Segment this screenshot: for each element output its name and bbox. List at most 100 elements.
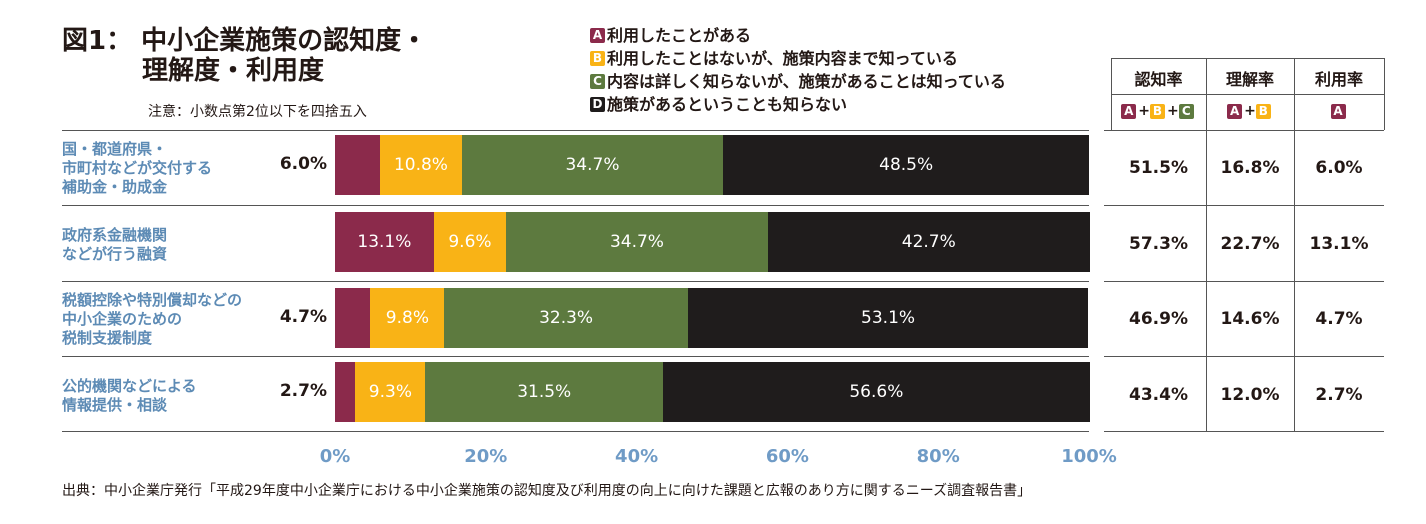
data-label: 56.6%	[849, 382, 904, 402]
table-rule	[1294, 130, 1295, 431]
category-label: 政府系金融機関 などが行う融資	[62, 226, 167, 264]
category-label-line: 国・都道府県・	[62, 140, 168, 158]
legend-item-c: C 内容は詳しく知らないが、施策があることは知っている	[590, 70, 1006, 93]
legend-label: 施策があるということも知らない	[607, 95, 848, 114]
table-cell: 12.0%	[1220, 384, 1280, 405]
legend-badge-a: A	[1330, 103, 1346, 119]
table-rule	[1384, 58, 1385, 130]
category-label-line: 中小企業のための	[62, 310, 183, 328]
legend-badge-b: B	[590, 51, 605, 66]
bar-segment-b: 9.6%	[433, 212, 507, 272]
category-label-line: 政府系金融機関	[62, 225, 168, 244]
data-label-outside: 6.0%	[279, 154, 327, 174]
bar-segment-c: 34.7%	[506, 212, 768, 272]
data-label-outside: 2.7%	[279, 381, 327, 401]
table-cell: 46.9%	[1129, 308, 1188, 329]
legend: A 利用したことがある B 利用したことはないが、施策内容まで知っている C 内容は詳しく…	[590, 24, 1006, 116]
title-line-2: 理解度・利用度	[142, 56, 325, 86]
table-formula: A + B	[1206, 102, 1294, 120]
table-rule	[1111, 94, 1384, 95]
legend-badge-d: D	[590, 97, 605, 112]
table-header: 認知率	[1134, 70, 1183, 89]
table-cell: 2.7%	[1315, 384, 1363, 405]
table-cell: 6.0%	[1315, 157, 1363, 178]
data-label: 31.5%	[517, 382, 572, 402]
table-cell: 51.5%	[1129, 157, 1188, 178]
legend-item-d: D 施策があるということも知らない	[590, 93, 1006, 116]
bar-segment-d: 56.6%	[662, 362, 1090, 422]
legend-badge-c: C	[590, 74, 605, 89]
x-tick-label: 40%	[615, 446, 659, 467]
bar-segment-d: 53.1%	[687, 288, 1089, 348]
category-label: 税額控除や特別償却などの 中小企業のための 税制支援制度	[62, 291, 242, 348]
legend-badge-a: A	[1121, 103, 1137, 119]
row-divider	[62, 130, 1089, 131]
legend-badge-c: C	[1178, 103, 1194, 119]
table-cell: 43.4%	[1129, 384, 1188, 405]
row-divider	[62, 431, 1089, 432]
table-rule	[1104, 130, 1384, 131]
x-tick-label: 80%	[916, 446, 960, 467]
data-label: 34.7%	[609, 232, 664, 252]
bar-segment-a	[335, 288, 371, 348]
data-label-outside: 4.7%	[279, 307, 327, 327]
data-label: 34.7%	[565, 155, 620, 175]
table-rule	[1111, 58, 1384, 59]
table-header: 理解率	[1225, 70, 1274, 89]
category-label-line: 税制支援制度	[62, 329, 153, 347]
x-tick-label: 60%	[765, 446, 809, 467]
table-cell: 22.7%	[1220, 233, 1280, 254]
x-tick-label: 0%	[319, 446, 351, 467]
table-rule	[1104, 281, 1384, 282]
table-header: 利用率	[1314, 70, 1363, 89]
bar-segment-b: 9.8%	[370, 288, 445, 348]
legend-badge-b: B	[1150, 103, 1165, 119]
legend-item-a: A 利用したことがある	[590, 24, 1006, 47]
data-label: 9.8%	[385, 308, 429, 328]
table-rule	[1104, 205, 1384, 206]
table-cell: 57.3%	[1129, 233, 1188, 254]
data-label: 9.6%	[448, 232, 492, 252]
table-rule	[1206, 58, 1207, 130]
bar-segment-d: 48.5%	[723, 135, 1089, 195]
legend-item-b: B 利用したことはないが、施策内容まで知っている	[590, 47, 1006, 70]
table-rule	[1111, 58, 1112, 130]
category-label-line: 税額控除や特別償却などの	[62, 291, 243, 309]
bar-segment-c: 31.5%	[425, 362, 663, 422]
legend-label: 利用したことがある	[607, 26, 752, 45]
bar-segment-a: 13.1%	[335, 212, 434, 272]
data-label: 9.3%	[368, 382, 412, 402]
table-cell: 13.1%	[1309, 233, 1369, 254]
plus-sign: +	[1138, 103, 1150, 119]
title-line-1: 図1： 中小企業施策の認知度・	[62, 26, 428, 56]
table-rule	[1206, 130, 1207, 431]
category-label: 公的機関などによる 情報提供・相談	[62, 377, 197, 415]
data-label: 48.5%	[879, 155, 934, 175]
source-citation: 出典：中小企業庁発行「平成29年度中小企業庁における中小企業施策の認知度及び利用…	[62, 483, 1032, 499]
category-label-line: などが行う融資	[62, 244, 168, 263]
data-label: 42.7%	[901, 232, 956, 252]
table-rule	[1104, 431, 1384, 432]
row-divider	[62, 356, 1089, 357]
data-label: 10.8%	[393, 155, 448, 175]
note: 注意：小数点第2位以下を四捨五入	[148, 104, 367, 120]
data-label: 32.3%	[539, 308, 594, 328]
bar-segment-a	[335, 135, 381, 195]
category-label-line: 情報提供・相談	[62, 395, 168, 414]
table-formula: A + B + C	[1111, 102, 1206, 120]
category-label-line: 公的機関などによる	[62, 376, 197, 395]
row-divider	[62, 281, 1089, 282]
table-rule	[1104, 356, 1384, 357]
table-rule	[1294, 58, 1295, 130]
legend-badge-a: A	[1227, 103, 1243, 119]
bar-segment-a	[335, 362, 356, 422]
category-label-line: 補助金・助成金	[62, 178, 168, 196]
bar-segment-d: 42.7%	[767, 212, 1090, 272]
table-cell: 14.6%	[1220, 308, 1280, 329]
category-label-line: 市町村などが交付する	[62, 159, 213, 177]
x-tick-label: 20%	[464, 446, 508, 467]
table-cell: 4.7%	[1315, 308, 1363, 329]
bar-segment-b: 9.3%	[355, 362, 426, 422]
legend-label: 利用したことはないが、施策内容まで知っている	[607, 49, 958, 68]
data-label: 53.1%	[861, 308, 916, 328]
